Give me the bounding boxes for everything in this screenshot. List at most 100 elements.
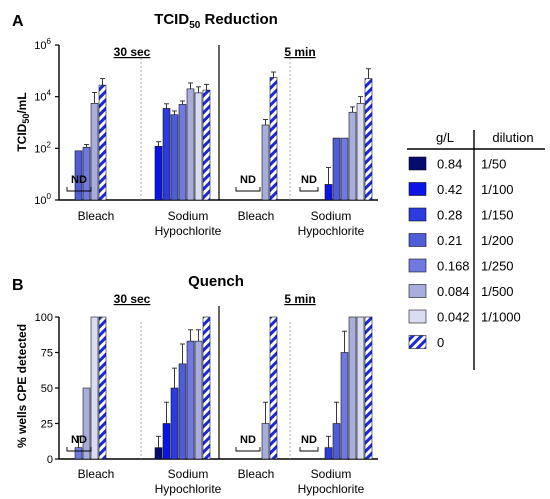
y-tick-label: 100 xyxy=(35,312,53,324)
nd-bracket xyxy=(299,187,319,192)
bar xyxy=(186,340,195,460)
chart-b-subtitle-5min: 5 min xyxy=(284,292,315,306)
bar xyxy=(332,423,341,460)
legend-dilution-value: 1/200 xyxy=(481,233,514,248)
legend-swatch xyxy=(408,233,427,247)
bar xyxy=(194,340,203,460)
nd-bracket xyxy=(66,187,92,192)
bar xyxy=(98,316,107,460)
legend-header-dilution: dilution xyxy=(492,130,533,145)
legend-dilution-value: 1/50 xyxy=(481,157,506,172)
bar xyxy=(356,316,365,460)
bar xyxy=(170,387,179,460)
nd-bracket xyxy=(235,447,261,452)
legend-dilution-value: 1/250 xyxy=(481,259,514,274)
bar xyxy=(202,316,211,460)
bar xyxy=(74,150,83,201)
category-label: Sodium xyxy=(311,467,352,481)
bar xyxy=(82,387,91,460)
nd-label: ND xyxy=(71,174,87,186)
legend-swatch xyxy=(408,182,427,196)
legend-gl-value: 0.42 xyxy=(437,182,462,197)
bar xyxy=(324,447,333,460)
legend-gl-value: 0 xyxy=(437,335,444,350)
y-tick-label: 102 xyxy=(34,140,51,155)
bar xyxy=(170,114,179,201)
legend: g/L dilution 0.84 1/50 0.42 1/100 0.28 1/150 0.2… xyxy=(407,130,545,370)
category-label: Bleach xyxy=(78,209,115,223)
chart-a-title: TCID50 Reduction xyxy=(154,11,278,31)
y-tick-label: 100 xyxy=(34,192,51,207)
category-label: Sodium xyxy=(168,209,209,223)
legend-swatch xyxy=(408,335,427,349)
nd-label: ND xyxy=(240,434,256,446)
chart-a-subtitle-30sec: 30 sec xyxy=(114,45,151,59)
legend-swatch xyxy=(408,258,427,273)
bar xyxy=(162,108,171,201)
bar xyxy=(364,78,373,201)
bar xyxy=(269,77,278,201)
category-label: Hypochlorite xyxy=(155,224,222,238)
category-label: Sodium xyxy=(311,209,352,223)
chart-b-subtitle-30sec: 30 sec xyxy=(114,292,151,306)
bar xyxy=(261,423,270,460)
category-label: Bleach xyxy=(238,209,275,223)
legend-header-gl: g/L xyxy=(436,130,454,145)
nd-label: ND xyxy=(240,174,256,186)
bar xyxy=(348,111,357,201)
chart-a-ylabel: TCID50/mL xyxy=(15,92,31,151)
bar xyxy=(154,145,163,201)
legend-dilution-value: 1/500 xyxy=(481,284,514,299)
legend-dilution-value: 1/100 xyxy=(481,182,514,197)
legend-gl-value: 0.28 xyxy=(437,208,462,223)
bar xyxy=(324,184,333,201)
y-tick-label: 106 xyxy=(34,37,51,52)
y-tick-label: 0 xyxy=(47,454,53,466)
y-tick-label: 104 xyxy=(34,89,51,104)
bar xyxy=(178,363,187,460)
category-label: Bleach xyxy=(78,467,115,481)
panel-label-b: B xyxy=(12,277,24,294)
y-tick-label: 75 xyxy=(41,348,53,360)
bar xyxy=(162,423,171,460)
category-label: Hypochlorite xyxy=(298,224,365,238)
legend-swatch xyxy=(408,207,427,222)
legend-swatch xyxy=(408,309,427,324)
chart-b-title: Quench xyxy=(188,273,244,290)
legend-swatch xyxy=(408,284,427,298)
bar xyxy=(178,104,187,201)
bar xyxy=(269,316,278,460)
bar xyxy=(154,447,163,460)
bar xyxy=(340,352,349,460)
legend-dilution-value: 1/1000 xyxy=(481,310,521,325)
legend-swatch xyxy=(408,156,427,171)
bar xyxy=(186,88,195,201)
nd-label: ND xyxy=(301,434,317,446)
bar xyxy=(356,103,365,201)
y-tick-label: 25 xyxy=(41,419,53,431)
category-label: Hypochlorite xyxy=(298,482,365,496)
y-tick-label: 50 xyxy=(41,383,53,395)
nd-bracket xyxy=(299,447,319,452)
nd-label: ND xyxy=(301,174,317,186)
legend-gl-value: 0.21 xyxy=(437,233,462,248)
nd-bracket xyxy=(66,447,92,452)
nd-bracket xyxy=(235,187,261,192)
legend-gl-value: 0.168 xyxy=(437,259,470,274)
bar xyxy=(261,124,270,201)
bar xyxy=(332,137,341,201)
legend-gl-value: 0.084 xyxy=(437,284,470,299)
nd-label: ND xyxy=(71,434,87,446)
bar xyxy=(202,89,211,201)
legend-gl-value: 0.84 xyxy=(437,157,462,172)
chart-b-ylabel: % wells CPE detected xyxy=(15,324,29,448)
category-label: Bleach xyxy=(238,467,275,481)
bar xyxy=(74,447,83,460)
bar xyxy=(348,316,357,460)
bar xyxy=(90,316,99,460)
chart-a-subtitle-5min: 5 min xyxy=(284,45,315,59)
panel-label-a: A xyxy=(12,13,24,30)
